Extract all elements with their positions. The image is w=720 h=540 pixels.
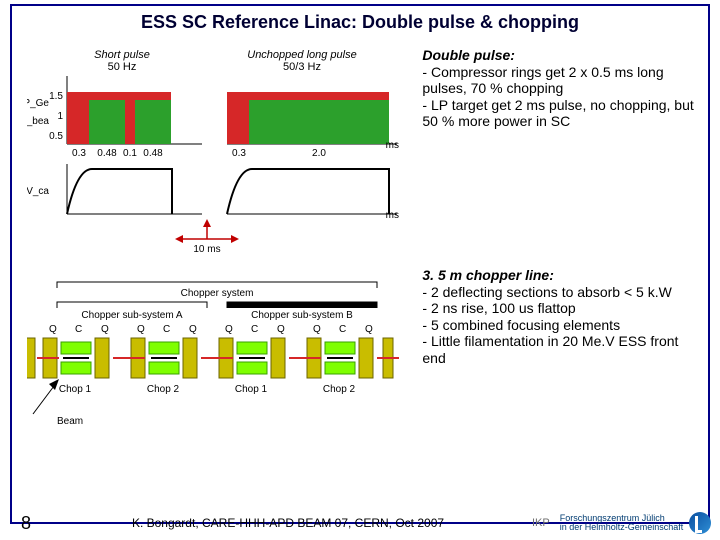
svg-text:C: C — [251, 324, 258, 335]
inst-line2: in der Helmholtz-Gemeinschaft — [560, 523, 684, 532]
vcav-long — [227, 169, 389, 214]
slide-frame: ESS SC Reference Linac: Double pulse & c… — [10, 4, 710, 524]
ytick-0.5: 0.5 — [49, 131, 63, 142]
xt-s-1: 0.48 — [97, 148, 117, 159]
beam-label: Beam — [57, 416, 83, 427]
institution: IKP Forschungszentrum Jülich in der Helm… — [532, 512, 712, 534]
xt-s-3: 0.48 — [143, 148, 163, 159]
svg-text:Q: Q — [137, 324, 145, 335]
block2-heading: 3. 5 m chopper line: — [422, 267, 696, 284]
citation: K. Bongardt, CARE-HHH-APD BEAM 07, CERN,… — [44, 516, 532, 530]
page-number: 8 — [8, 513, 44, 534]
svg-text:Q: Q — [49, 324, 57, 335]
text-double-pulse: Double pulse: Compressor rings get 2 x 0… — [414, 39, 700, 259]
chop-2: Chop 1 — [235, 384, 268, 395]
x-unit-2: ms — [386, 210, 399, 221]
block2-item-2: 5 combined focusing elements — [422, 317, 696, 334]
text-chopper: 3. 5 m chopper line: 2 deflecting sectio… — [414, 259, 700, 459]
chop-1: Chop 2 — [147, 384, 180, 395]
long-seg-cap — [249, 92, 389, 100]
juelich-logo-icon — [689, 512, 711, 534]
footer: 8 K. Bongardt, CARE-HHH-APD BEAM 07, CER… — [0, 510, 720, 536]
block2-item-3: Little filamentation in 20 Me.V ESS fron… — [422, 333, 696, 366]
svg-text:C: C — [339, 324, 346, 335]
long-pge-rise — [227, 92, 249, 144]
label-ibea: I_bea — [27, 116, 49, 127]
label-pge: P_Ge — [27, 98, 49, 109]
svg-text:Q: Q — [225, 324, 233, 335]
chop-0: Chop 1 — [59, 384, 92, 395]
ytick-1: 1 — [58, 111, 64, 122]
xt-l-0: 0.3 — [232, 148, 246, 159]
figure-pulse-timing: Short pulse 50 Hz Unchopped long pulse 5… — [20, 39, 414, 259]
xt-l-1: 2.0 — [312, 148, 326, 159]
block2-item-1: 2 ns rise, 100 us flattop — [422, 300, 696, 317]
row-chopper: Chopper system Chopper sub-system A Chop… — [20, 259, 700, 459]
block1-item-1: LP target get 2 ms pulse, no chopping, b… — [422, 97, 696, 130]
svg-text:Q: Q — [189, 324, 197, 335]
svg-text:Q: Q — [101, 324, 109, 335]
pulse-timing-svg: Short pulse 50 Hz Unchopped long pulse 5… — [27, 44, 407, 254]
chopper-svg: Chopper system Chopper sub-system A Chop… — [27, 274, 407, 444]
block2-item-0: 2 deflecting sections to absorb < 5 k.W — [422, 284, 696, 301]
block2-list: 2 deflecting sections to absorb < 5 k.W … — [422, 284, 696, 367]
xt-s-2: 0.1 — [123, 148, 137, 159]
subB: Chopper sub-system B — [251, 310, 353, 321]
block1-list: Compressor rings get 2 x 0.5 ms long pul… — [422, 64, 696, 130]
beamline — [27, 338, 399, 378]
gap-label: 10 ms — [194, 244, 221, 254]
short-seg1-cap — [89, 92, 125, 100]
chop-3: Chop 2 — [323, 384, 356, 395]
block1-heading: Double pulse: — [422, 47, 696, 64]
vcav-short — [67, 169, 172, 214]
long-pulse-sub: 50/3 Hz — [283, 61, 321, 73]
label-vca: V_ca — [27, 186, 49, 197]
figure-chopper-line: Chopper system Chopper sub-system A Chop… — [20, 259, 414, 459]
svg-text:Q: Q — [277, 324, 285, 335]
element-labels: QCQ QCQ QCQ QCQ — [49, 324, 373, 335]
short-seg2-cap — [135, 92, 171, 100]
svg-text:C: C — [75, 324, 82, 335]
long-pulse-title: Unchopped long pulse — [247, 49, 356, 61]
ytick-1.5: 1.5 — [49, 91, 63, 102]
ikp-label: IKP — [532, 517, 550, 529]
gap-arrow-up — [203, 219, 211, 227]
slide-title: ESS SC Reference Linac: Double pulse & c… — [20, 10, 700, 39]
short-pge-rise — [67, 92, 89, 144]
x-unit-1: ms — [386, 140, 399, 151]
subA: Chopper sub-system A — [82, 310, 183, 321]
short-pulse-sub: 50 Hz — [108, 61, 137, 73]
svg-text:Q: Q — [365, 324, 373, 335]
svg-text:C: C — [163, 324, 170, 335]
gap-arrow-l — [175, 235, 183, 243]
block1-item-0: Compressor rings get 2 x 0.5 ms long pul… — [422, 64, 696, 97]
beam-arrowhead — [49, 379, 59, 390]
system-label: Chopper system — [181, 288, 254, 299]
xt-s-0: 0.3 — [72, 148, 86, 159]
row-double-pulse: Short pulse 50 Hz Unchopped long pulse 5… — [20, 39, 700, 259]
gap-arrow-r — [231, 235, 239, 243]
svg-text:Q: Q — [313, 324, 321, 335]
short-pulse-title: Short pulse — [94, 49, 150, 61]
short-gap — [125, 92, 135, 144]
